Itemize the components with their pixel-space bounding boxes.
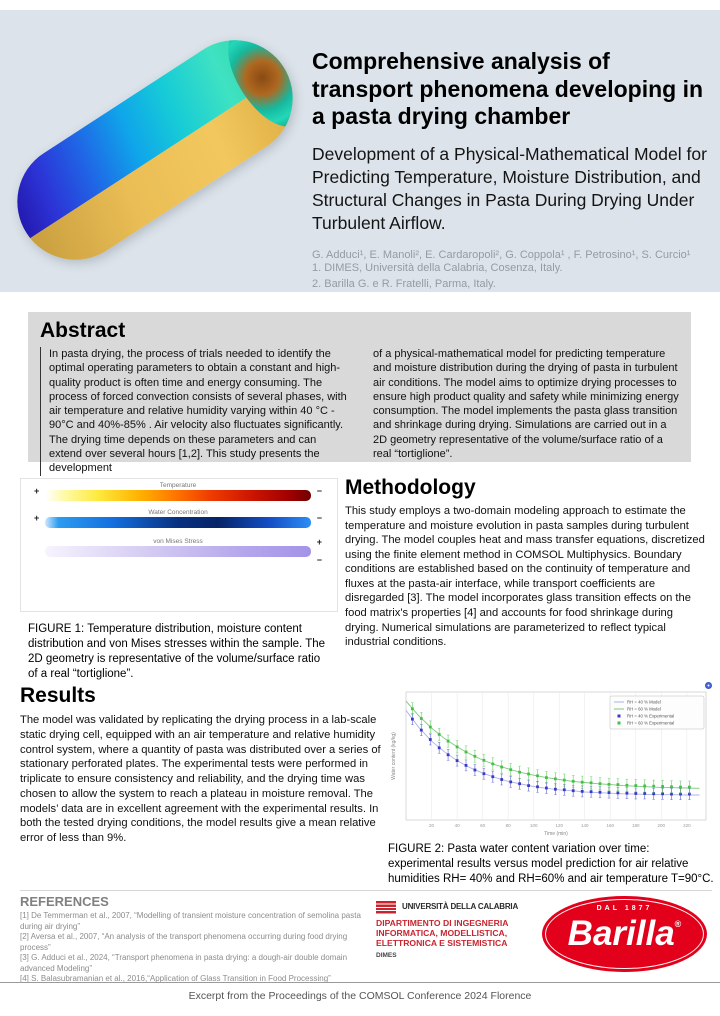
unical-dimes: DIMES [376, 952, 397, 960]
von-mises-colorbar-label: von Mises Stress [153, 538, 203, 545]
registered-mark: ® [674, 919, 682, 929]
unical-name: UNIVERSITÀ DELLA CALABRIA [402, 902, 519, 911]
plus-sign: + [34, 486, 40, 496]
svg-text:220: 220 [683, 823, 691, 828]
water-concentration-colorbar-label: Water Concentration [148, 509, 208, 516]
methodology-text: This study employs a two-domain modeling… [345, 505, 705, 649]
header-band: Comprehensive analysis of transport phen… [0, 10, 720, 292]
minus-sign: − [316, 513, 322, 523]
svg-text:140: 140 [581, 823, 589, 828]
unical-flag-icon [376, 901, 396, 914]
results-text: The model was validated by replicating t… [20, 714, 381, 845]
reference-item: [2] Aversa et al., 2007, “An analysis of… [20, 932, 348, 952]
svg-text:RH = 40 % Experimental: RH = 40 % Experimental [627, 714, 674, 719]
plus-sign: + [316, 537, 322, 547]
reference-item: [4] S. Balasubramanian et al., 2016,“App… [20, 974, 331, 984]
svg-text:RH = 60 % Model: RH = 60 % Model [627, 707, 661, 712]
methodology-heading: Methodology [345, 476, 476, 499]
title-block: Comprehensive analysis of transport phen… [312, 48, 712, 292]
barilla-logo-ring [545, 899, 704, 969]
svg-text:RH = 40 % Model: RH = 40 % Model [627, 700, 661, 705]
svg-text:180: 180 [632, 823, 640, 828]
figure2-caption: FIGURE 2: Pasta water content variation … [388, 843, 714, 885]
references-section: REFERENCES [1] De Temmerman et al., 2007… [20, 894, 372, 985]
temperature-colorbar-row: Temperature + − [34, 482, 322, 501]
plus-sign: + [34, 513, 40, 523]
bottom-divider [20, 890, 712, 891]
temperature-colorbar: + − [34, 487, 322, 501]
figure1-caption: FIGURE 1: Temperature distribution, mois… [28, 623, 326, 680]
svg-text:80: 80 [506, 823, 512, 828]
results-section: Results The model was validated by repli… [20, 684, 386, 846]
svg-text:RH = 60 % Experimental: RH = 60 % Experimental [627, 721, 674, 726]
reference-item: [1] De Temmerman et al., 2007, “Modellin… [20, 911, 361, 931]
svg-text:40: 40 [455, 823, 461, 828]
references-heading: REFERENCES [20, 894, 109, 909]
figure2-corner-icon [705, 682, 712, 689]
poster-title: Comprehensive analysis of transport phen… [312, 48, 704, 130]
svg-text:160: 160 [607, 823, 615, 828]
pasta-tube-illustration [0, 18, 305, 282]
affiliation-1: 1. DIMES, Università della Calabria, Cos… [312, 262, 563, 275]
abstract-column-2: of a physical-mathematical model for pre… [373, 348, 679, 461]
minus-sign: − [316, 555, 322, 565]
reference-item: [3] G. Adduci et al., 2024, “Transport p… [20, 953, 348, 973]
svg-text:Time (min): Time (min) [544, 831, 568, 837]
water-concentration-colorbar-row: Water Concentration + − [34, 509, 322, 528]
barilla-dal-1877: DAL 1877 [596, 905, 653, 912]
figure2-chart: 20 40 60 80 100 120 140 160 180 200 220 Time (min) W… [388, 682, 712, 838]
unical-department: DIPARTIMENTO DI INGEGNERIA INFORMATICA, … [376, 918, 509, 949]
abstract-heading: Abstract [40, 319, 126, 342]
svg-text:Water content (kg/kg): Water content (kg/kg) [391, 732, 397, 780]
water-concentration-colorbar: + − [34, 514, 322, 528]
pasta-3d-render [0, 10, 305, 285]
svg-text:200: 200 [658, 823, 666, 828]
affiliation-2: 2. Barilla G. e R. Fratelli, Parma, Ital… [312, 277, 496, 290]
results-heading: Results [20, 684, 96, 707]
unical-logo: UNIVERSITÀ DELLA CALABRIA DIPARTIMENTO D… [376, 900, 534, 959]
abstract-column-1: In pasta drying, the process of trials n… [40, 347, 347, 476]
methodology-section: Methodology This study employs a two-dom… [345, 476, 707, 650]
barilla-logo: DAL 1877 Barilla® [542, 896, 707, 972]
abstract-section: Abstract In pasta drying, the process of… [28, 312, 691, 476]
minus-sign: − [316, 486, 322, 496]
svg-text:100: 100 [530, 823, 538, 828]
svg-text:20: 20 [429, 823, 435, 828]
water-content-plot: 20 40 60 80 100 120 140 160 180 200 220 Time (min) W… [391, 691, 707, 837]
temperature-colorbar-label: Temperature [159, 482, 197, 489]
svg-text:60: 60 [480, 823, 486, 828]
von-mises-colorbar-row: von Mises Stress + − [45, 538, 322, 565]
svg-text:120: 120 [555, 823, 563, 828]
poster-authors: G. Adduci¹, E. Manoli², E. Cardaropoli²,… [312, 249, 691, 262]
von-mises-colorbar: + − [45, 538, 322, 565]
poster-subtitle: Development of a Physical-Mathematical M… [312, 143, 707, 234]
footer: Excerpt from the Proceedings of the COMS… [0, 982, 720, 1002]
barilla-wordmark: Barilla® [567, 914, 682, 953]
figure1-colorbars: Temperature + − Water Concentration + − … [20, 478, 338, 612]
